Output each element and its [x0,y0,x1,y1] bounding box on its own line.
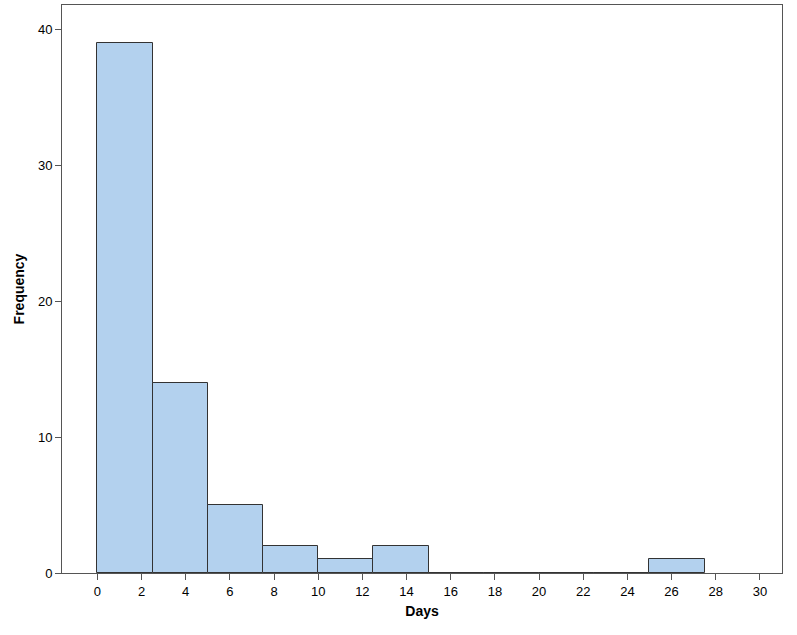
svg-text:16: 16 [443,584,457,599]
svg-text:6: 6 [226,584,233,599]
svg-text:24: 24 [620,584,634,599]
svg-text:4: 4 [182,584,189,599]
svg-text:0: 0 [94,584,101,599]
svg-text:20: 20 [38,294,52,309]
svg-text:18: 18 [488,584,502,599]
svg-text:Frequency: Frequency [11,253,27,324]
svg-text:30: 30 [38,158,52,173]
svg-text:10: 10 [311,584,325,599]
svg-text:30: 30 [753,584,767,599]
svg-text:0: 0 [45,566,52,581]
svg-text:12: 12 [355,584,369,599]
svg-text:22: 22 [576,584,590,599]
svg-text:Days: Days [405,603,439,619]
svg-text:10: 10 [38,430,52,445]
svg-text:26: 26 [664,584,678,599]
svg-text:2: 2 [138,584,145,599]
svg-text:20: 20 [532,584,546,599]
svg-text:40: 40 [38,22,52,37]
svg-text:28: 28 [709,584,723,599]
svg-text:14: 14 [399,584,413,599]
svg-text:8: 8 [270,584,277,599]
